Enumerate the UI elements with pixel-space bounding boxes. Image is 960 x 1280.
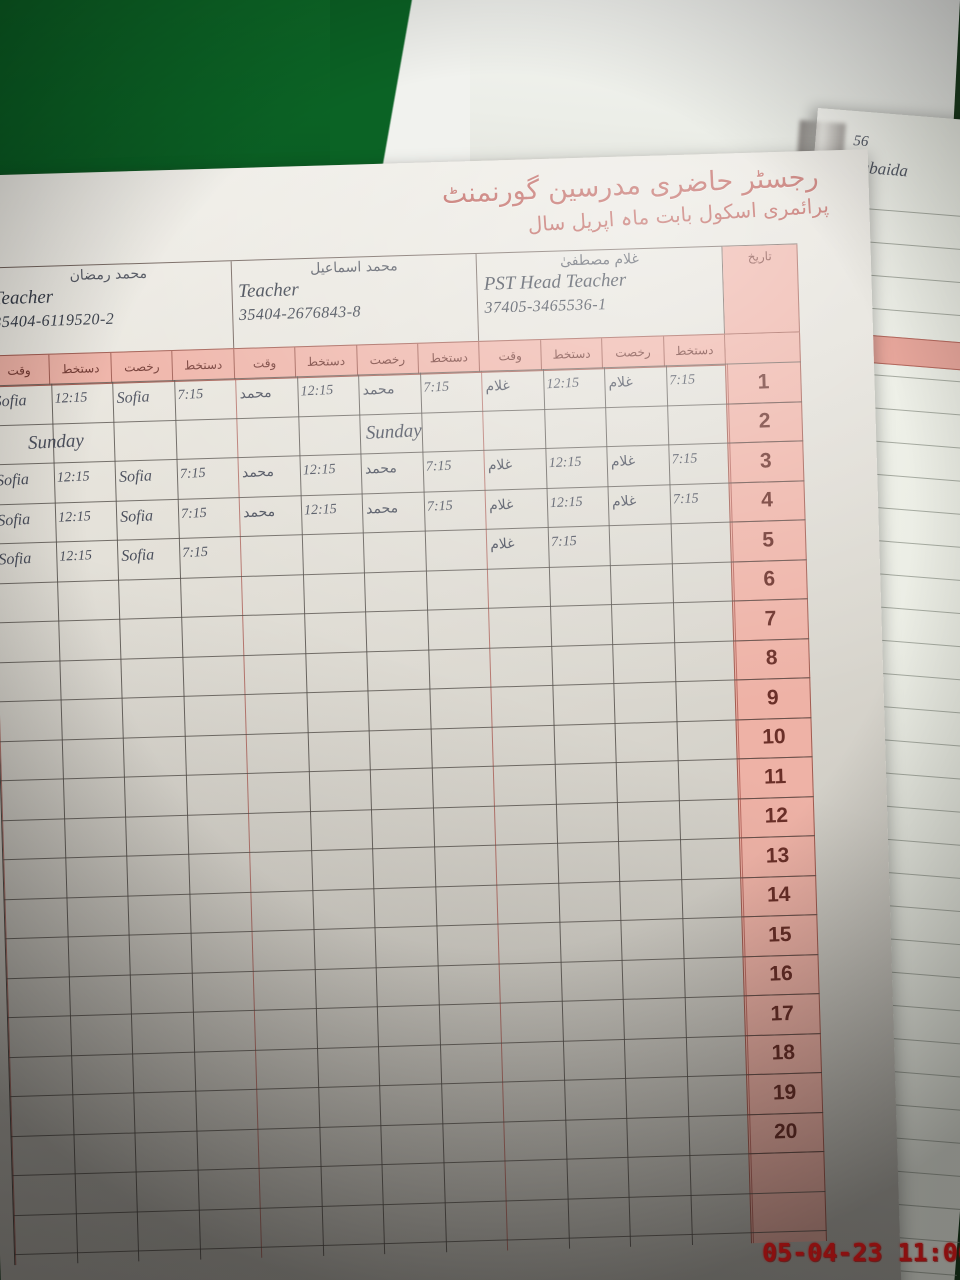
handwritten-time: 12:15 <box>56 469 90 486</box>
handwritten-time: 12:15 <box>549 494 583 511</box>
day-number-cell: 19 <box>746 1072 823 1115</box>
day-number-cell: 2 <box>727 400 803 444</box>
handwritten-note: Sunday <box>27 429 85 454</box>
handwritten-note: Sunday <box>365 419 423 444</box>
handwritten-time: 12:15 <box>53 390 88 407</box>
handwritten-name: غلام <box>485 377 511 395</box>
header-teacher-cnic-1: 35404-6119520-2 <box>0 310 115 332</box>
table-grid: 1 2 3 4 5 6 7 8 9 10 11 12 13 14 15 16 17 18 19 20 Sofia 12:… <box>0 361 827 1266</box>
handwritten-name: غلام <box>608 374 634 392</box>
handwritten-time: 7:15 <box>672 490 699 507</box>
header-column-teacher-3: غلام مصطفیٰ PST Head Teacher 37405-34655… <box>476 246 726 342</box>
handwritten-time: 7:15 <box>422 379 449 396</box>
day-number-cell: 7 <box>732 598 809 641</box>
register-page: رجسٹر حاضری مدرسین گورنمنٹ پرائمری اسکول… <box>0 149 903 1280</box>
handwritten-time: 12:15 <box>303 501 337 518</box>
handwritten-name: محمد <box>365 499 399 518</box>
day-number-cell: 6 <box>731 558 807 602</box>
header-day-column: تاریخ <box>722 244 801 335</box>
sub-header-cell: رخصت <box>602 336 665 369</box>
sub-header-cell: دستخط <box>418 341 481 374</box>
handwritten-name: Sofia <box>0 392 27 411</box>
handwritten-name: Sofia <box>0 471 30 490</box>
handwritten-time: 12:15 <box>57 508 91 526</box>
handwritten-time: 7:15 <box>179 465 206 483</box>
sub-header-cell: وقت <box>233 347 297 380</box>
sub-header-cell: دستخط <box>49 352 113 385</box>
day-number-cell: 20 <box>748 1111 824 1155</box>
handwritten-name: Sofia <box>0 550 32 569</box>
handwritten-time: 12:15 <box>299 382 334 400</box>
header-day-label: تاریخ <box>747 249 772 264</box>
handwritten-name: محمد <box>242 503 276 521</box>
grid-horizontal-line <box>0 637 810 663</box>
sub-header-cell: رخصت <box>356 343 420 376</box>
day-number-cell: 10 <box>736 716 812 760</box>
header-teacher-cnic-3: 37405-3465536-1 <box>484 296 607 317</box>
handwritten-time: 7:15 <box>176 386 204 404</box>
day-number-cell: 3 <box>728 440 804 484</box>
day-number-cell: 4 <box>729 479 805 523</box>
day-number-cell: 1 <box>725 361 802 405</box>
handwritten-name: محمد <box>362 381 395 399</box>
handwritten-time: 12:15 <box>58 548 92 565</box>
handwritten-time: 12:15 <box>545 375 579 393</box>
sub-header-cell: دستخط <box>172 349 235 381</box>
header-teacher-role-2: Teacher <box>237 279 300 303</box>
handwritten-time: 7:15 <box>180 505 207 522</box>
handwritten-name: Sofia <box>118 467 153 486</box>
day-number-cell: 5 <box>730 519 806 563</box>
sub-header-cell: دستخط <box>295 345 358 378</box>
handwritten-name: غلام <box>487 456 513 474</box>
handwritten-time: 7:15 <box>424 458 452 475</box>
day-number-cell: 14 <box>741 874 817 918</box>
handwritten-time: 7:15 <box>668 372 695 389</box>
sub-header-cell: رخصت <box>111 351 174 383</box>
handwritten-name: Sofia <box>119 506 154 526</box>
handwritten-time: 7:15 <box>670 451 698 468</box>
header-teacher-role-3: PST Head Teacher <box>483 269 627 295</box>
header-column-teacher-2: محمد اسماعیل Teacher 35404-2676843-8 <box>231 253 480 350</box>
handwritten-name: Sofia <box>0 510 31 530</box>
sub-header-day-cell <box>725 332 801 365</box>
handwritten-name: Sofia <box>120 546 155 565</box>
handwritten-time: 12:15 <box>547 454 582 472</box>
grid-horizontal-line <box>0 598 808 624</box>
day-number-cell: 8 <box>734 637 810 681</box>
handwritten-name: غلام <box>489 535 515 553</box>
sub-header-cell: دستخط <box>540 338 604 371</box>
sub-header-cell: وقت <box>479 340 542 372</box>
header-teacher-cnic-2: 35404-2676843-8 <box>238 303 362 325</box>
handwritten-name: غلام <box>610 453 636 471</box>
day-number-cell: 16 <box>743 953 819 997</box>
handwritten-name: غلام <box>611 492 637 510</box>
day-number-cell: 12 <box>738 795 814 839</box>
day-number-cell: 18 <box>745 1032 821 1076</box>
handwritten-time: 7:15 <box>181 544 208 562</box>
sub-header-cell: وقت <box>0 354 51 387</box>
handwritten-time: 12:15 <box>302 461 336 479</box>
handwritten-time: 7:15 <box>426 498 453 515</box>
handwritten-name: محمد <box>364 460 398 478</box>
handwritten-name: غلام <box>488 496 514 514</box>
camera-timestamp: 05-04-23 11:06 <box>762 1238 960 1267</box>
sub-header-cell: دستخط <box>663 334 726 367</box>
handwritten-name: محمد <box>241 463 275 482</box>
header-teacher-role-1: Teacher <box>0 286 54 310</box>
day-number-cell: 11 <box>737 756 813 799</box>
day-number-cell: 13 <box>739 835 816 878</box>
header-column-teacher-1: محمد رمضان Teacher 35404-6119520-2 <box>0 261 234 357</box>
handwritten-time: 7:15 <box>550 533 577 551</box>
handwritten-name: محمد <box>239 384 272 403</box>
day-number-cell: 9 <box>735 677 811 720</box>
day-number-cell: 15 <box>742 914 818 957</box>
handwritten-name: Sofia <box>116 388 150 407</box>
day-number-cell: 17 <box>744 993 820 1036</box>
